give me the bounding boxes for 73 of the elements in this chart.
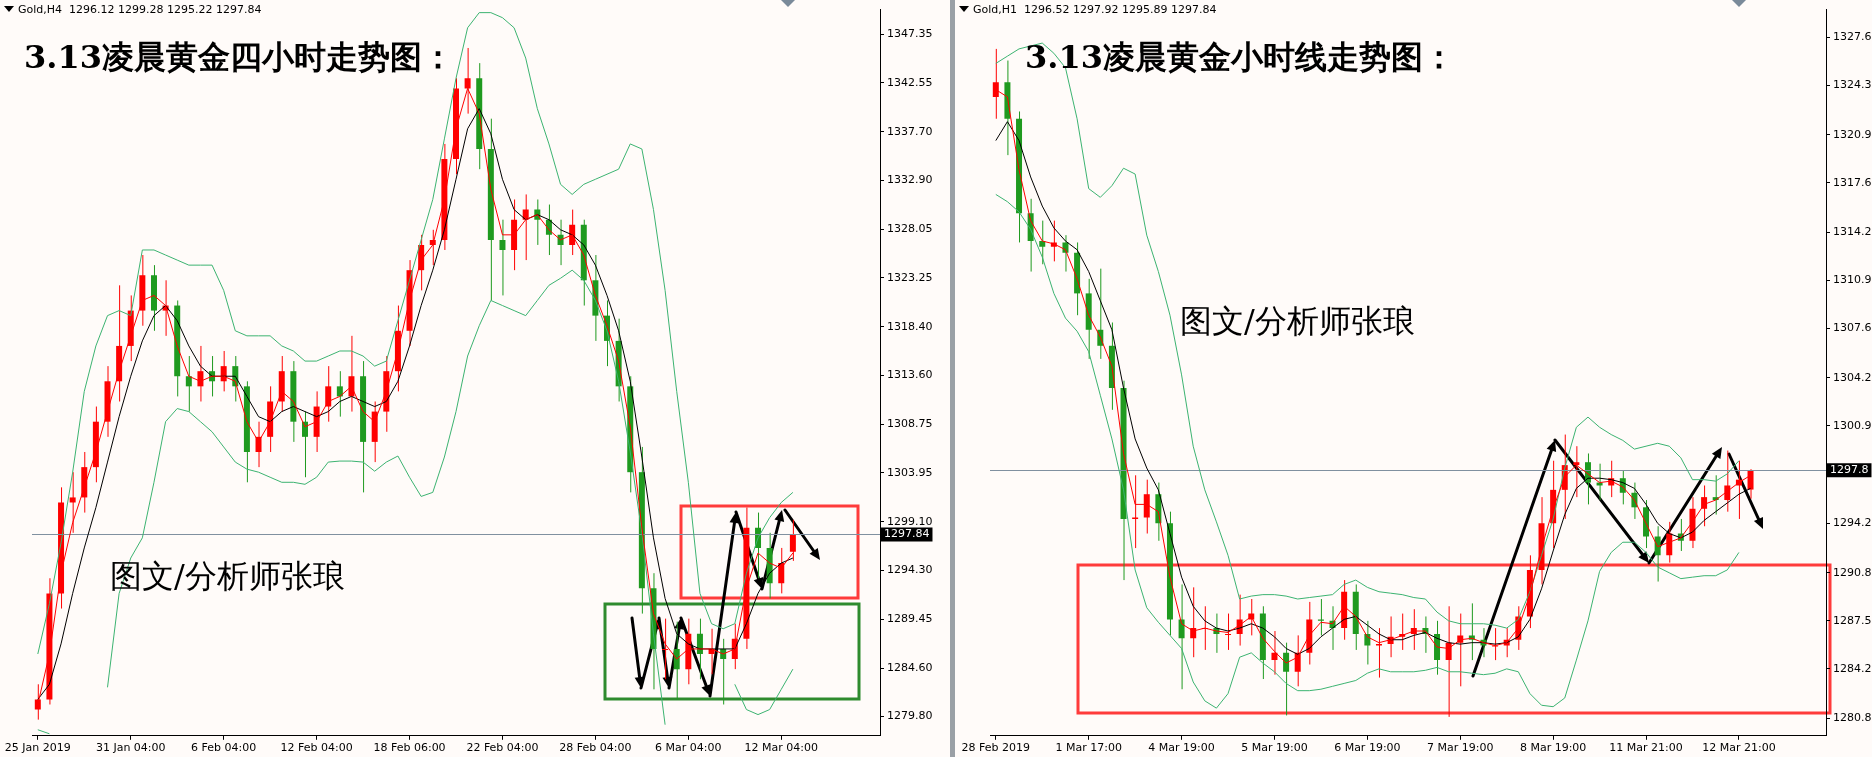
candlestick bbox=[220, 350, 227, 392]
x-tick-label: 7 Mar 19:00 bbox=[1427, 741, 1494, 755]
y-tick-label: 1308.75 bbox=[887, 417, 933, 431]
candlestick bbox=[325, 365, 332, 423]
y-tick-label: 1303.95 bbox=[887, 465, 933, 479]
candlestick bbox=[1039, 220, 1046, 265]
candlestick bbox=[185, 355, 192, 413]
y-tick-label: 1313.60 bbox=[887, 368, 933, 382]
y-tick-label: 1289.45 bbox=[887, 612, 933, 625]
x-tick-label: 11 Mar 21:00 bbox=[1609, 741, 1683, 755]
x-tick-label: 4 Mar 19:00 bbox=[1148, 741, 1215, 755]
annotation: 图文/分析师张琅 bbox=[1180, 301, 1415, 342]
candlestick bbox=[673, 621, 680, 700]
y-tick-label: 1284.60 bbox=[887, 660, 933, 674]
x-tick-label: 28 Feb 04:00 bbox=[559, 741, 632, 755]
y-tick-label: 1279.80 bbox=[887, 709, 933, 723]
y-tick-label: 1287.5 bbox=[1833, 613, 1872, 627]
candlestick bbox=[1143, 479, 1150, 535]
x-tick-label: 5 Mar 19:00 bbox=[1241, 741, 1308, 755]
y-tick-label: 1304.2 bbox=[1833, 370, 1872, 384]
y-tick-label: 1307.6 bbox=[1833, 321, 1872, 335]
y-tick-label: 1347.35 bbox=[887, 27, 933, 41]
y-tick-label: 1342.55 bbox=[887, 75, 933, 89]
candlestick bbox=[1492, 627, 1499, 661]
candlestick bbox=[336, 370, 343, 418]
y-tick-label: 1337.70 bbox=[887, 124, 933, 138]
y-tick-label: 1324.3 bbox=[1833, 78, 1872, 92]
candlestick bbox=[69, 471, 76, 534]
chart-subtitle: Gold,H4 1296.12 1299.28 1295.22 1297.84 bbox=[18, 3, 262, 16]
y-tick-label: 1314.2 bbox=[1833, 225, 1872, 239]
candlestick bbox=[1317, 598, 1324, 636]
y-tick-label: 1332.90 bbox=[887, 173, 933, 187]
y-tick-label: 1294.2 bbox=[1833, 516, 1872, 530]
y-tick-label: 1327.6 bbox=[1833, 30, 1872, 44]
x-tick-label: 12 Feb 04:00 bbox=[280, 741, 353, 755]
x-tick-label: 12 Mar 21:00 bbox=[1702, 741, 1776, 755]
candlestick bbox=[1364, 620, 1371, 665]
y-tick-label: 1294.30 bbox=[887, 563, 933, 577]
text: 3.13凌晨黄金四小时走势图： bbox=[24, 37, 454, 78]
x-tick-label: 28 Feb 2019 bbox=[961, 741, 1031, 755]
y-tick-label: 1328.05 bbox=[887, 222, 933, 236]
y-tick-label: 1323.25 bbox=[887, 270, 933, 284]
y-tick-label: 1300.9 bbox=[1833, 418, 1872, 432]
candlestick bbox=[499, 219, 506, 296]
x-tick-label: 8 Mar 19:00 bbox=[1519, 741, 1587, 755]
x-tick-label: 1 Mar 17:00 bbox=[1055, 741, 1122, 755]
ref-line-label: 1297.84 bbox=[884, 527, 930, 541]
y-tick-label: 1310.9 bbox=[1833, 273, 1872, 287]
candlestick bbox=[1225, 613, 1232, 651]
candlestick bbox=[1062, 234, 1069, 273]
x-tick-label: 18 Feb 06:00 bbox=[373, 741, 446, 755]
x-tick-label: 6 Mar 04:00 bbox=[655, 741, 722, 755]
x-tick-label: 6 Mar 19:00 bbox=[1334, 741, 1401, 755]
y-tick-label: 1317.6 bbox=[1833, 175, 1872, 189]
y-tick-label: 1320.9 bbox=[1833, 127, 1872, 141]
ref-line-label: 1297.8 bbox=[1830, 463, 1869, 477]
annotation: 图文/分析师张琅 bbox=[110, 556, 345, 597]
y-tick-label: 1318.40 bbox=[887, 319, 933, 333]
candlestick bbox=[1283, 642, 1290, 716]
x-tick-label: 22 Feb 04:00 bbox=[466, 741, 539, 755]
y-tick-label: 1284.2 bbox=[1833, 661, 1872, 675]
y-tick-label: 1280.8 bbox=[1833, 711, 1872, 725]
x-tick-label: 31 Jan 04:00 bbox=[95, 741, 166, 755]
y-tick-label: 1290.8 bbox=[1833, 565, 1872, 579]
x-tick-label: 25 Jan 2019 bbox=[4, 741, 71, 755]
candlestick bbox=[1724, 450, 1731, 513]
text: 3.13凌晨黄金小时线走势图： bbox=[1025, 37, 1455, 78]
x-tick-label: 6 Feb 04:00 bbox=[191, 741, 257, 755]
candlestick bbox=[1573, 445, 1580, 498]
candlestick bbox=[1178, 583, 1185, 690]
y-tick-label: 1299.10 bbox=[887, 514, 933, 528]
x-tick-label: 12 Mar 04:00 bbox=[744, 741, 818, 755]
chart-subtitle: Gold,H1 1296.52 1297.92 1295.89 1297.84 bbox=[973, 3, 1217, 16]
